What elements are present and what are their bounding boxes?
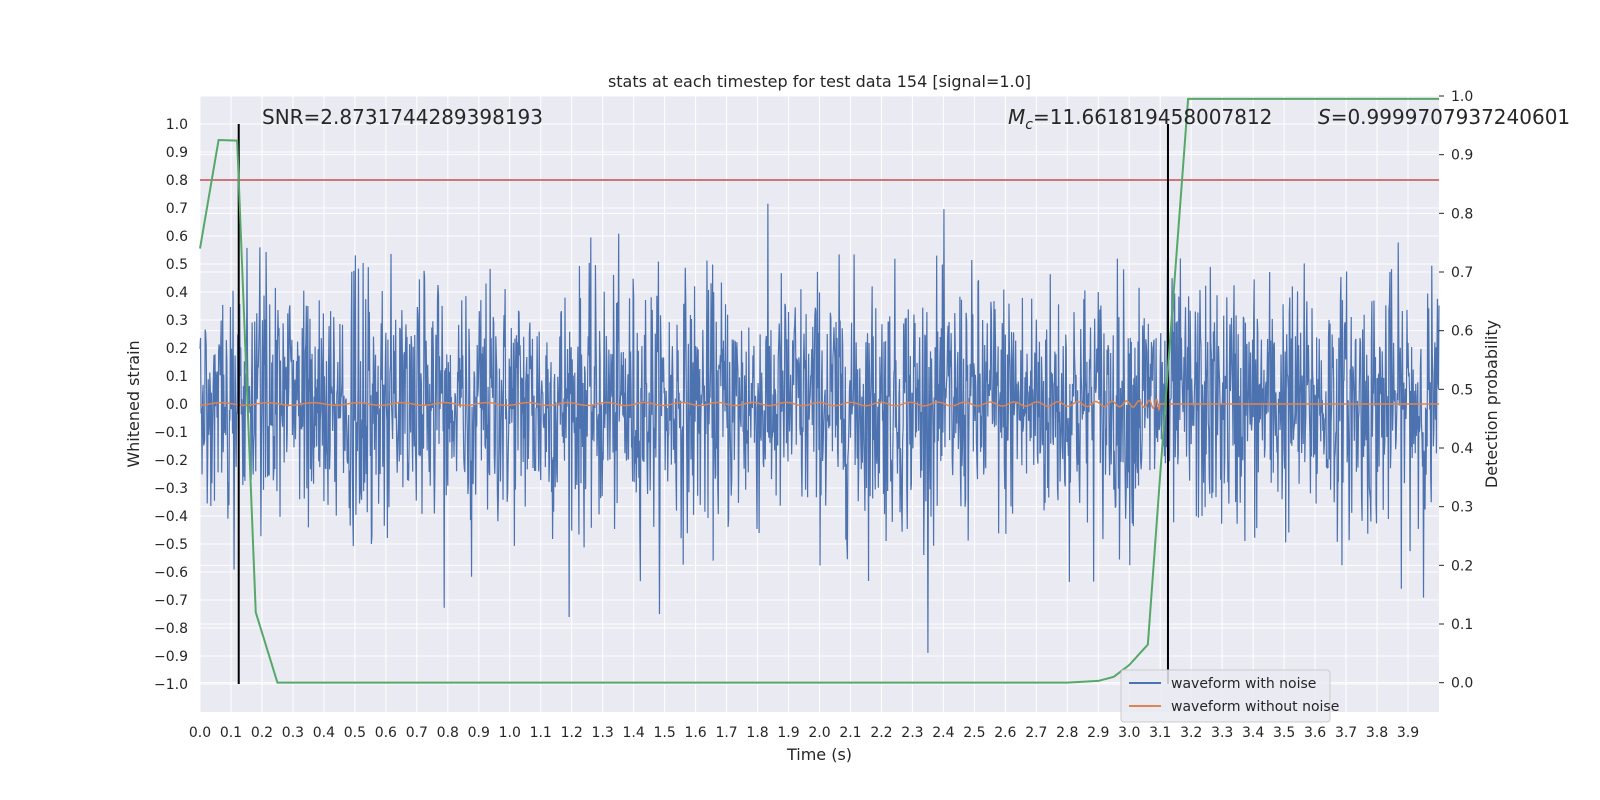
x-tick-label: 0.6 [375, 725, 397, 741]
series-waveform-without-noise [199, 398, 1439, 412]
x-tick-label: 3.8 [1366, 725, 1388, 741]
y-tick-label: 0.8 [166, 173, 188, 189]
x-tick-label: 0.3 [282, 725, 304, 741]
y-tick-label: −0.1 [154, 425, 188, 441]
x-tick-label: 1.9 [777, 725, 799, 741]
legend-box [1120, 669, 1331, 723]
x-tick-label: 3.2 [1180, 725, 1202, 741]
chirp-mass-annotation: Mc=11.661819458007812 [1008, 105, 1272, 133]
x-tick-label: 3.1 [1149, 725, 1171, 741]
y-tick-label: −1.0 [154, 677, 188, 693]
snr-annotation: SNR=2.8731744289398193 [262, 105, 543, 129]
y2-tick-label: 0.6 [1451, 324, 1473, 340]
x-tick-label: 1.2 [561, 725, 583, 741]
x-tick-label: 2.6 [994, 725, 1016, 741]
x-tick-label: 1.1 [530, 725, 552, 741]
x-tick-label: 2.4 [932, 725, 954, 741]
score-symbol: S [1318, 105, 1331, 129]
x-tick-label: 3.4 [1242, 725, 1264, 741]
x-tick-label: 2.7 [1025, 725, 1047, 741]
x-tick-label: 0.8 [437, 725, 459, 741]
y-tick-label: −0.2 [154, 453, 188, 469]
y2-tick-label: 0.9 [1451, 148, 1473, 164]
y-axis-label: Whitened strain [124, 340, 143, 467]
chart-title: stats at each timestep for test data 154… [608, 72, 1031, 91]
y-tick-label: 0.6 [166, 229, 188, 245]
y-tick-label: 0.5 [166, 257, 188, 273]
y-tick-label: −0.5 [154, 537, 188, 553]
y2-tick-label: 0.0 [1451, 676, 1473, 692]
y2-tick-label: 0.1 [1451, 617, 1473, 633]
x-tick-label: 0.5 [344, 725, 366, 741]
y-tick-label: 0.2 [166, 341, 188, 357]
x-tick-label: 0.2 [251, 725, 273, 741]
x-tick-label: 1.0 [499, 725, 521, 741]
y-tick-label: −0.7 [154, 593, 188, 609]
y-tick-label: −0.9 [154, 649, 188, 665]
legend: waveform with noise waveform without noi… [1120, 669, 1339, 723]
x-tick-label: 2.1 [839, 725, 861, 741]
x-tick-label: 2.5 [963, 725, 985, 741]
chirp-mass-value: =11.661819458007812 [1033, 105, 1272, 129]
x-tick-label: 2.3 [901, 725, 923, 741]
x-tick-label: 0.9 [468, 725, 490, 741]
x-tick-label: 3.6 [1304, 725, 1326, 741]
series-waveform-with-noise [199, 203, 1440, 653]
y-tick-label: 0.4 [166, 285, 188, 301]
x-tick-label: 1.6 [684, 725, 706, 741]
chirp-mass-subscript: c [1025, 117, 1033, 133]
x-tick-label: 0.0 [189, 725, 211, 741]
x-axis-label: Time (s) [786, 745, 852, 764]
x-tick-label: 0.1 [220, 725, 242, 741]
x-tick-label: 0.7 [406, 725, 428, 741]
x-tick-label: 1.8 [746, 725, 768, 741]
x-tick-label: 3.3 [1211, 725, 1233, 741]
y2-tick-label: 0.5 [1451, 382, 1473, 398]
y-tick-label: −0.6 [154, 565, 188, 581]
y-tick-label: 0.3 [166, 313, 188, 329]
x-tick-label: 1.3 [592, 725, 614, 741]
x-tick-label: 2.0 [808, 725, 830, 741]
x-tick-label: 3.0 [1118, 725, 1140, 741]
y-tick-label: 1.0 [166, 117, 188, 133]
y-tick-label: −0.3 [154, 481, 188, 497]
y-tick-label: 0.7 [166, 201, 188, 217]
y2-tick-label: 1.0 [1451, 89, 1473, 105]
y2-tick-label: 0.3 [1451, 500, 1473, 516]
y-tick-label: 0.0 [166, 397, 188, 413]
x-tick-label: 2.9 [1087, 725, 1109, 741]
series-layer [199, 97, 1440, 684]
y2-tick-label: 0.8 [1451, 206, 1473, 222]
y2-tick-label: 0.4 [1451, 441, 1473, 457]
x-tick-label: 3.7 [1335, 725, 1357, 741]
score-value: =0.9999707937240601 [1331, 105, 1570, 129]
x-tick-label: 2.8 [1056, 725, 1078, 741]
y-tick-label: 0.1 [166, 369, 188, 385]
x-tick-label: 1.4 [623, 725, 645, 741]
y2-tick-label: 0.7 [1451, 265, 1473, 281]
y2-axis-label: Detection probability [1482, 320, 1501, 488]
y-tick-label: −0.8 [154, 621, 188, 637]
score-annotation: S=0.9999707937240601 [1318, 105, 1570, 129]
y-tick-label: 0.9 [166, 145, 188, 161]
x-tick-label: 2.2 [870, 725, 892, 741]
ticks: 0.0 0.1 0.2 0.3 0.4 0.5 0.6 0.7 0.8 0.9 1.0 1.1 1.2 1… [154, 89, 1473, 741]
y2-tick-label: 0.2 [1451, 558, 1473, 574]
x-tick-label: 3.5 [1273, 725, 1295, 741]
x-tick-label: 0.4 [313, 725, 335, 741]
x-tick-label: 3.9 [1397, 725, 1419, 741]
x-tick-label: 1.7 [715, 725, 737, 741]
legend-label-with-noise: waveform with noise [1171, 676, 1316, 692]
series-detection-probability [199, 97, 1439, 684]
legend-label-without-noise: waveform without noise [1171, 699, 1339, 715]
y-tick-label: −0.4 [154, 509, 188, 525]
x-tick-label: 1.5 [653, 725, 675, 741]
chirp-mass-symbol: M [1008, 105, 1025, 129]
